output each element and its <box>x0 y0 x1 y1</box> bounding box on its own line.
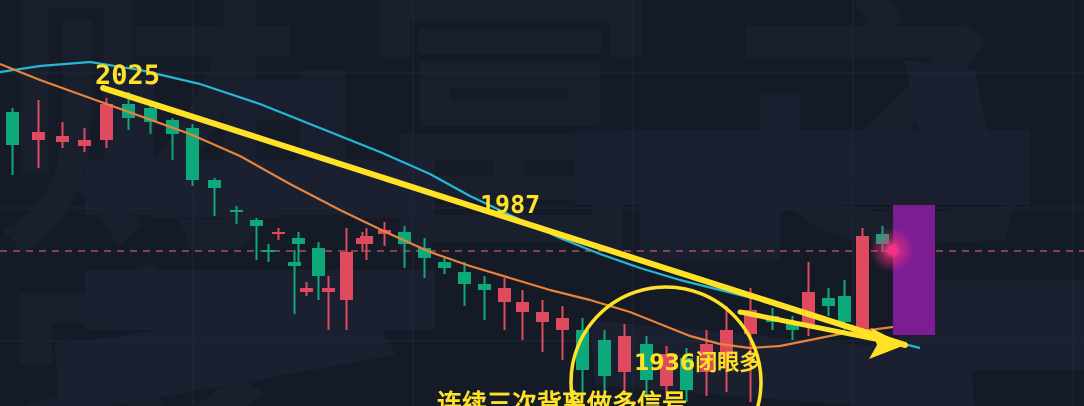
candle-body[interactable] <box>556 318 569 330</box>
watermark-block <box>240 80 320 120</box>
candle-body[interactable] <box>100 104 113 140</box>
candle-body[interactable] <box>300 288 313 292</box>
watermark-block <box>760 95 800 210</box>
candle-body[interactable] <box>32 132 45 140</box>
candle-body[interactable] <box>288 262 301 266</box>
candle-body[interactable] <box>272 232 285 234</box>
label-divergence-signal: 连续三次背离做多信号 <box>437 389 688 406</box>
candle-body[interactable] <box>680 358 693 390</box>
candle-body[interactable] <box>186 128 199 180</box>
candle-body[interactable] <box>498 288 511 302</box>
candle-body[interactable] <box>292 238 305 244</box>
watermark-block <box>85 160 435 215</box>
candle-body[interactable] <box>208 180 221 188</box>
target-arrow-icon[interactable] <box>869 328 905 359</box>
candle-body[interactable] <box>458 272 471 284</box>
candle-body[interactable] <box>340 252 353 300</box>
candle-body[interactable] <box>856 236 869 330</box>
candle-body[interactable] <box>56 136 69 142</box>
candle-body[interactable] <box>356 238 369 244</box>
candle-body[interactable] <box>640 344 653 380</box>
candle-body[interactable] <box>262 250 275 252</box>
candle-body[interactable] <box>822 298 835 306</box>
trendline-1[interactable] <box>100 85 908 348</box>
label-1936: 1936闭眼多 <box>634 351 762 376</box>
candle-body[interactable] <box>660 354 673 386</box>
candle-body[interactable] <box>418 248 431 258</box>
candle-body[interactable] <box>250 220 263 226</box>
candle-body[interactable] <box>786 324 799 330</box>
candle-body[interactable] <box>230 210 243 212</box>
label-1987: 1987 <box>480 190 541 219</box>
candle-body[interactable] <box>720 330 733 356</box>
candle-body[interactable] <box>598 340 611 376</box>
candle-body[interactable] <box>78 140 91 146</box>
candle-body[interactable] <box>438 262 451 268</box>
candle-body[interactable] <box>312 248 325 276</box>
candle-body[interactable] <box>536 312 549 322</box>
candle-body[interactable] <box>478 284 491 290</box>
candle-body[interactable] <box>6 112 19 145</box>
label-2025: 2025 <box>95 60 161 91</box>
candle-body[interactable] <box>700 344 713 372</box>
divergence-circle[interactable] <box>569 285 763 406</box>
ma-slow-line <box>0 62 936 350</box>
candle-body[interactable] <box>516 302 529 312</box>
candle-body[interactable] <box>322 288 335 292</box>
candle-body[interactable] <box>838 296 851 322</box>
watermark-block <box>85 270 435 330</box>
marker-dot[interactable] <box>887 245 897 255</box>
candle-body[interactable] <box>618 336 631 372</box>
watermark-block <box>905 60 1000 200</box>
